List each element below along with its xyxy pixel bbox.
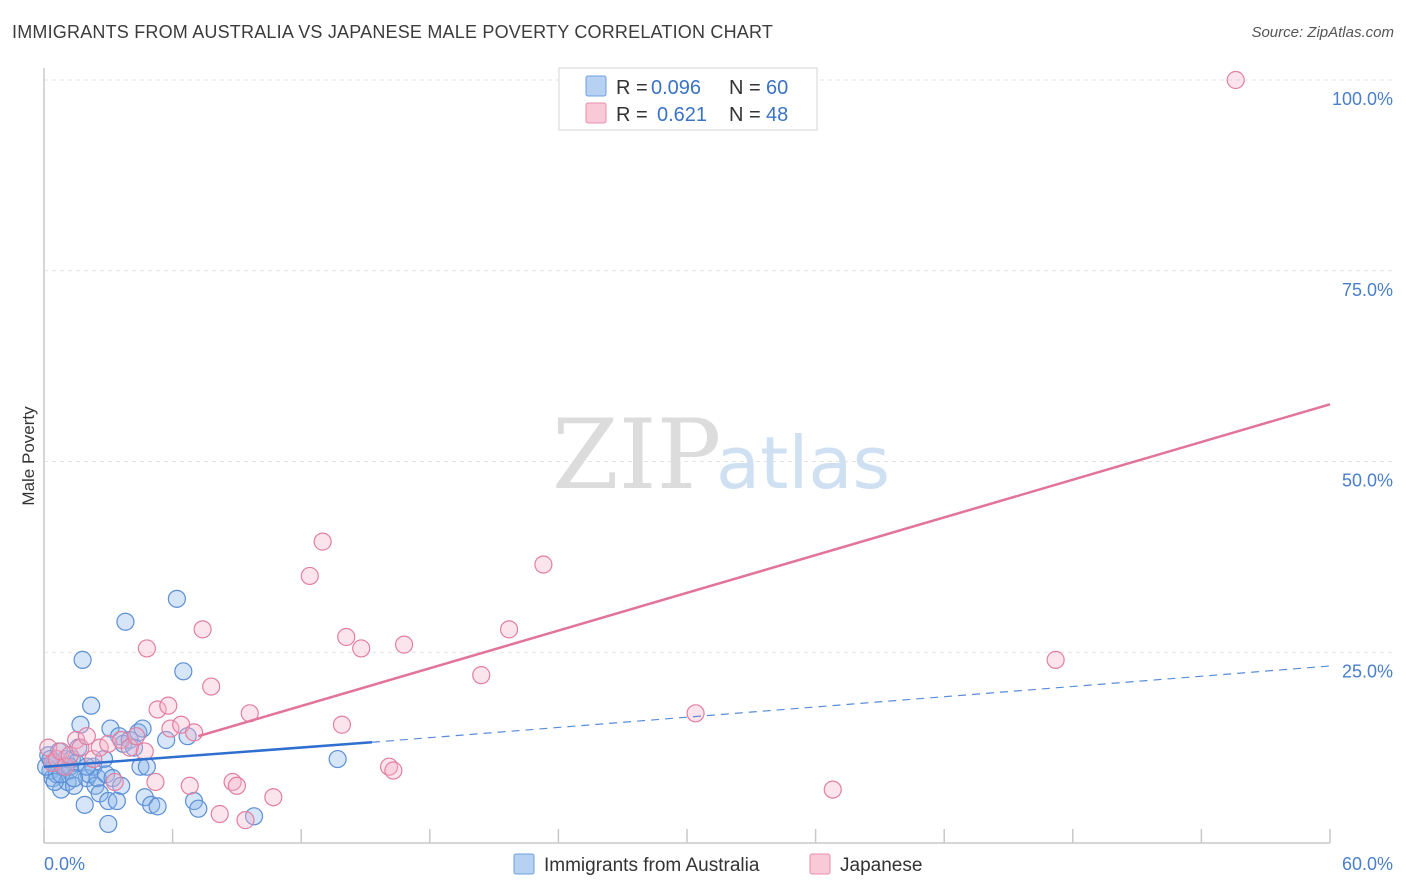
data-point <box>313 532 332 551</box>
data-point <box>184 723 204 742</box>
y-tick-label-50: 50.0% <box>1342 471 1393 491</box>
legend-r-value-japanese: 0.621 <box>657 104 707 126</box>
watermark-atlas: atlas <box>716 421 890 505</box>
data-point <box>823 780 842 799</box>
legend-r-label-australia: R = <box>616 77 648 99</box>
trend-line-australia-extension <box>371 665 1331 743</box>
legend-swatch-australia <box>585 75 607 97</box>
legend-swatch-japanese <box>585 102 607 124</box>
data-point <box>189 799 208 818</box>
correlation-legend: R = 0.096 N = 60 R = 0.621 N = 48 <box>558 67 818 131</box>
data-point <box>384 761 403 780</box>
data-point <box>137 757 156 776</box>
data-point <box>244 807 264 826</box>
data-point <box>77 727 96 746</box>
data-point <box>137 639 156 658</box>
data-point <box>328 749 347 769</box>
source-credit: Source: ZipAtlas.com <box>1251 24 1394 41</box>
data-point <box>300 566 319 586</box>
data-point <box>148 797 167 816</box>
data-point <box>534 555 553 574</box>
data-point <box>105 772 124 792</box>
data-point <box>82 696 101 715</box>
data-point <box>135 742 154 761</box>
chart-title: IMMIGRANTS FROM AUSTRALIA VS JAPANESE MA… <box>12 22 774 42</box>
watermark-zip: ZIP <box>552 399 721 511</box>
data-point <box>75 795 94 814</box>
x-tick-marks <box>43 829 1331 843</box>
data-point <box>174 662 193 681</box>
bottom-legend-swatch-australia <box>513 853 535 875</box>
data-point <box>394 635 414 654</box>
data-point <box>686 704 705 723</box>
data-point <box>210 804 229 824</box>
bottom-legend-swatch-japanese <box>809 853 831 875</box>
data-point <box>127 727 146 746</box>
data-point <box>45 772 64 792</box>
legend-n-label-japanese: N = <box>729 104 761 126</box>
data-point <box>142 795 161 814</box>
data-point <box>148 700 167 719</box>
series-japanese-points <box>39 70 1245 830</box>
data-point <box>332 715 352 734</box>
data-point <box>472 666 491 685</box>
y-tick-labels: 100.0% 75.0% 50.0% 25.0% <box>1332 89 1393 681</box>
trend-line-australia <box>43 741 373 768</box>
data-point <box>161 719 180 738</box>
data-point <box>1226 70 1245 90</box>
data-point <box>193 620 212 639</box>
legend-n-value-australia: 60 <box>766 77 788 99</box>
y-tick-label-75: 75.0% <box>1342 280 1393 300</box>
data-point <box>264 788 283 807</box>
data-point <box>116 612 135 631</box>
data-point <box>159 696 178 715</box>
data-point <box>180 776 199 795</box>
legend-n-value-japanese: 48 <box>766 104 788 126</box>
data-point <box>352 639 371 658</box>
data-point <box>90 738 109 757</box>
legend-r-value-australia: 0.096 <box>651 77 701 99</box>
data-point <box>146 772 165 792</box>
y-axis-label: Male Poverty <box>19 406 38 506</box>
data-point <box>88 769 107 788</box>
data-point <box>133 719 152 738</box>
y-tick-label-25: 25.0% <box>1342 661 1393 681</box>
trend-line-japanese <box>197 403 1331 738</box>
y-tick-label-100: 100.0% <box>1332 89 1393 109</box>
data-point <box>500 620 519 639</box>
data-point <box>236 811 255 830</box>
gridlines <box>44 79 1393 653</box>
data-point <box>73 650 92 669</box>
series-legend: Immigrants from Australia Japanese <box>513 853 922 876</box>
bottom-legend-label-japanese: Japanese <box>840 855 922 876</box>
data-point <box>120 738 139 757</box>
data-point <box>1046 650 1065 669</box>
data-point <box>227 776 246 795</box>
x-tick-label-max: 60.0% <box>1342 854 1393 874</box>
legend-r-label-japanese: R = <box>616 104 648 126</box>
data-point <box>107 791 126 811</box>
data-point <box>157 730 176 750</box>
data-point <box>202 677 221 696</box>
data-point <box>135 788 154 807</box>
data-point <box>167 589 186 608</box>
legend-n-label-australia: N = <box>729 77 761 99</box>
trend-lines <box>43 403 1331 768</box>
data-point <box>337 627 356 647</box>
data-point <box>99 814 118 834</box>
x-tick-label-min: 0.0% <box>44 854 85 874</box>
series-australia-points <box>37 589 347 834</box>
data-point <box>71 738 90 757</box>
bottom-legend-label-australia: Immigrants from Australia <box>544 855 760 876</box>
